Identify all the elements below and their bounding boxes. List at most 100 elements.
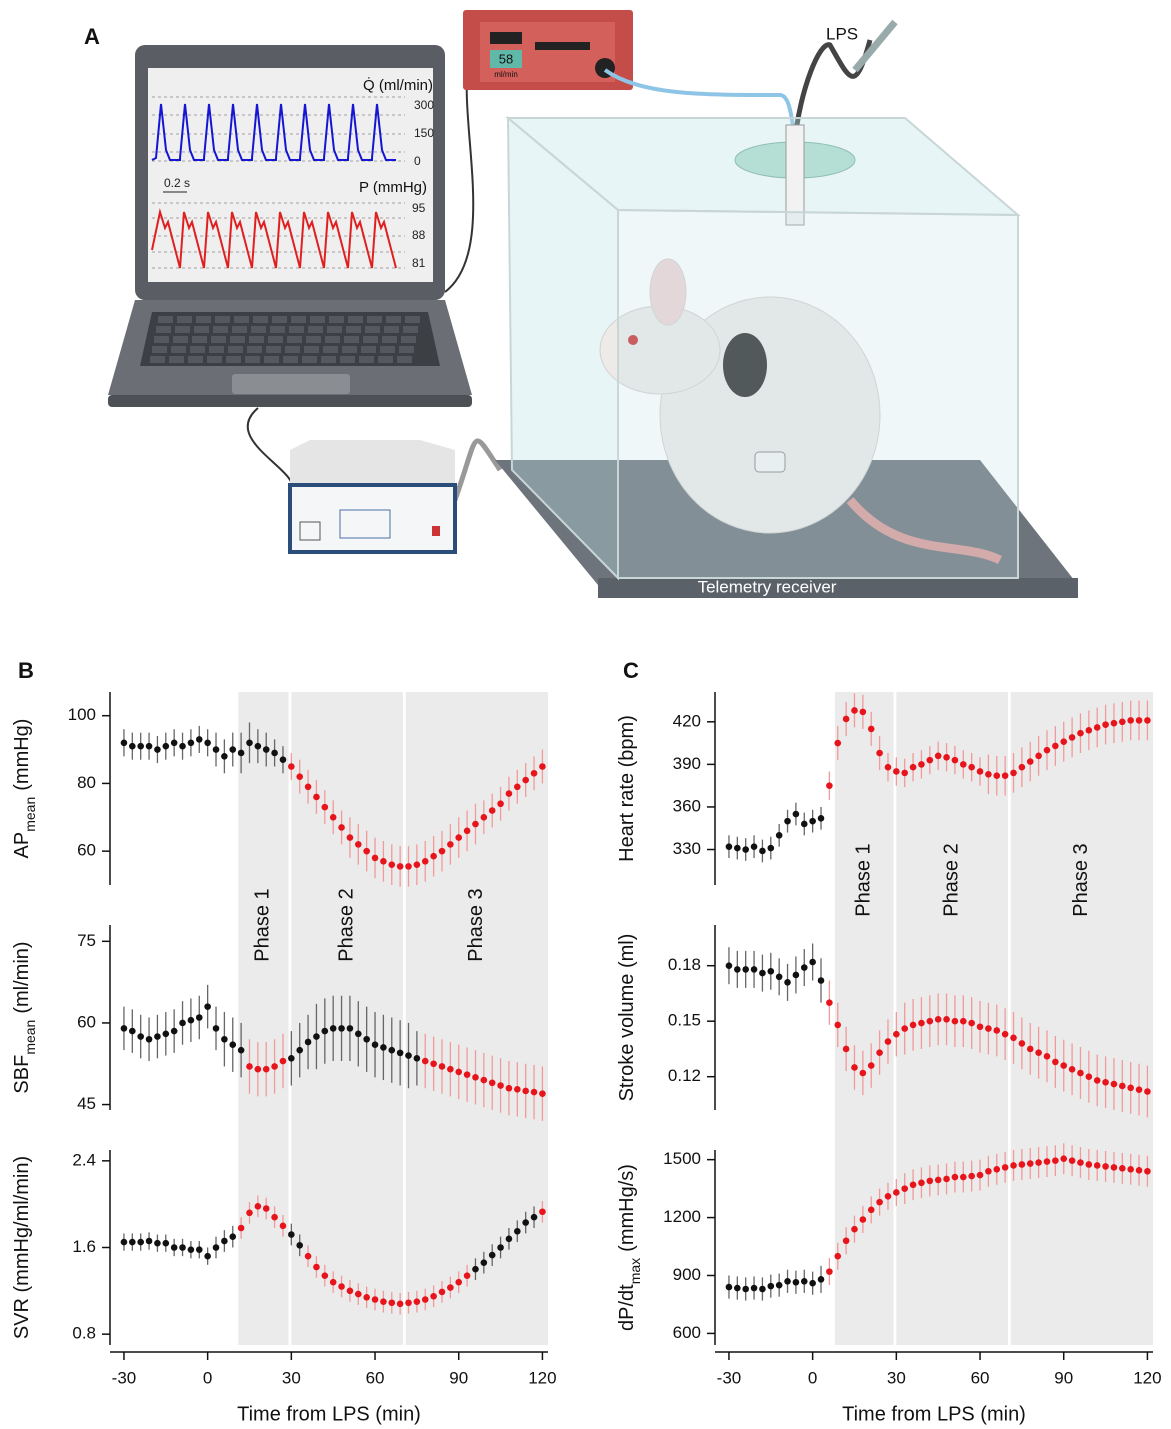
y-axis-label-part: dP/dt — [616, 1284, 638, 1331]
data-point — [421, 1057, 429, 1065]
key — [329, 316, 344, 323]
box-top — [290, 440, 455, 485]
pressure-label: P (mmHg) — [359, 179, 427, 196]
key — [177, 316, 192, 323]
key — [359, 356, 374, 363]
data-point — [968, 763, 975, 771]
box-panel — [339, 509, 391, 539]
data-point — [338, 1283, 345, 1290]
y-axis-label: SVR (mmHg/ml/min) — [11, 1156, 33, 1339]
key — [266, 346, 281, 353]
data-point — [985, 771, 992, 778]
data-point — [1010, 769, 1017, 777]
data-point — [901, 1185, 909, 1192]
data-point — [951, 1173, 959, 1181]
data-point — [170, 739, 178, 747]
data-point — [354, 1290, 362, 1298]
flow-tick: 150 — [414, 126, 434, 140]
data-point — [1001, 1030, 1009, 1038]
phase-label: Phase 3 — [1070, 843, 1092, 916]
data-point — [1018, 1040, 1026, 1047]
data-point — [742, 846, 749, 853]
key — [213, 326, 228, 333]
data-point — [396, 1049, 404, 1057]
cable — [452, 438, 503, 501]
cage-front — [617, 208, 1019, 579]
data-point — [901, 769, 909, 777]
data-point — [1144, 717, 1151, 724]
data-point — [254, 1203, 262, 1210]
data-point — [296, 773, 304, 780]
data-point — [1035, 752, 1042, 760]
y-axis-label-part: mean — [22, 797, 38, 832]
data-point — [842, 1237, 850, 1245]
phase-label: Phase 2 — [335, 888, 357, 961]
data-point — [851, 1225, 858, 1233]
panel-label: A — [84, 24, 100, 49]
y-tick-label: 360 — [673, 796, 701, 815]
data-point — [959, 1017, 967, 1025]
key — [344, 336, 359, 343]
data-point — [262, 1205, 270, 1212]
data-point — [893, 768, 900, 775]
data-point — [1001, 1164, 1009, 1171]
key — [253, 316, 268, 323]
data-point — [1068, 1066, 1076, 1073]
key — [245, 356, 260, 363]
tubing — [792, 39, 873, 141]
x-tick-label: 0 — [808, 1368, 817, 1387]
data-point — [430, 852, 437, 860]
data-point — [784, 1277, 791, 1285]
data-point — [1093, 1077, 1101, 1084]
key — [291, 316, 306, 323]
y-axis-label-part: SBF — [11, 1055, 33, 1094]
data-point — [137, 742, 144, 750]
data-point — [321, 1272, 329, 1279]
box-led — [432, 526, 440, 536]
data-point — [204, 1003, 211, 1010]
data-point — [162, 1239, 170, 1247]
data-point — [1026, 758, 1034, 765]
data-point — [1144, 1167, 1151, 1175]
data-point — [497, 1082, 504, 1089]
pressure-tick: 88 — [412, 228, 426, 242]
y-tick-label: 0.8 — [72, 1324, 96, 1343]
data-point — [539, 763, 546, 770]
key — [209, 346, 224, 353]
key — [405, 316, 420, 323]
key — [175, 326, 190, 333]
key — [264, 356, 279, 363]
panel-a: A LPS Q̇ (ml/min) 300 150 0 0.2 s P (mmH… — [84, 10, 1078, 598]
data-point — [430, 1292, 437, 1300]
phase-region — [1010, 692, 1153, 1345]
data-point — [363, 847, 370, 855]
key — [156, 326, 171, 333]
data-point — [179, 1019, 186, 1027]
pump-value: 58 — [499, 51, 513, 66]
y-axis-label-part: SVR (mmHg/ml/min) — [11, 1156, 33, 1339]
phase-region — [405, 692, 548, 1345]
key — [251, 326, 266, 333]
data-point — [137, 1033, 144, 1040]
data-point — [304, 1252, 312, 1260]
key — [386, 316, 401, 323]
x-tick-label: 30 — [887, 1368, 906, 1387]
data-point — [1144, 1088, 1151, 1095]
data-point — [447, 1284, 454, 1291]
data-point — [530, 769, 538, 777]
data-point — [179, 1244, 186, 1251]
data-point — [1110, 719, 1118, 727]
key — [285, 346, 300, 353]
data-point — [775, 973, 783, 981]
data-point — [800, 1277, 808, 1285]
data-point — [472, 1074, 479, 1081]
y-tick-label: 420 — [673, 711, 701, 730]
data-point — [204, 739, 211, 747]
data-point — [271, 749, 278, 757]
data-point — [1085, 727, 1093, 734]
data-point — [321, 1027, 329, 1035]
x-tick-label: 120 — [528, 1368, 556, 1387]
key — [268, 336, 283, 343]
data-point — [918, 1179, 925, 1187]
